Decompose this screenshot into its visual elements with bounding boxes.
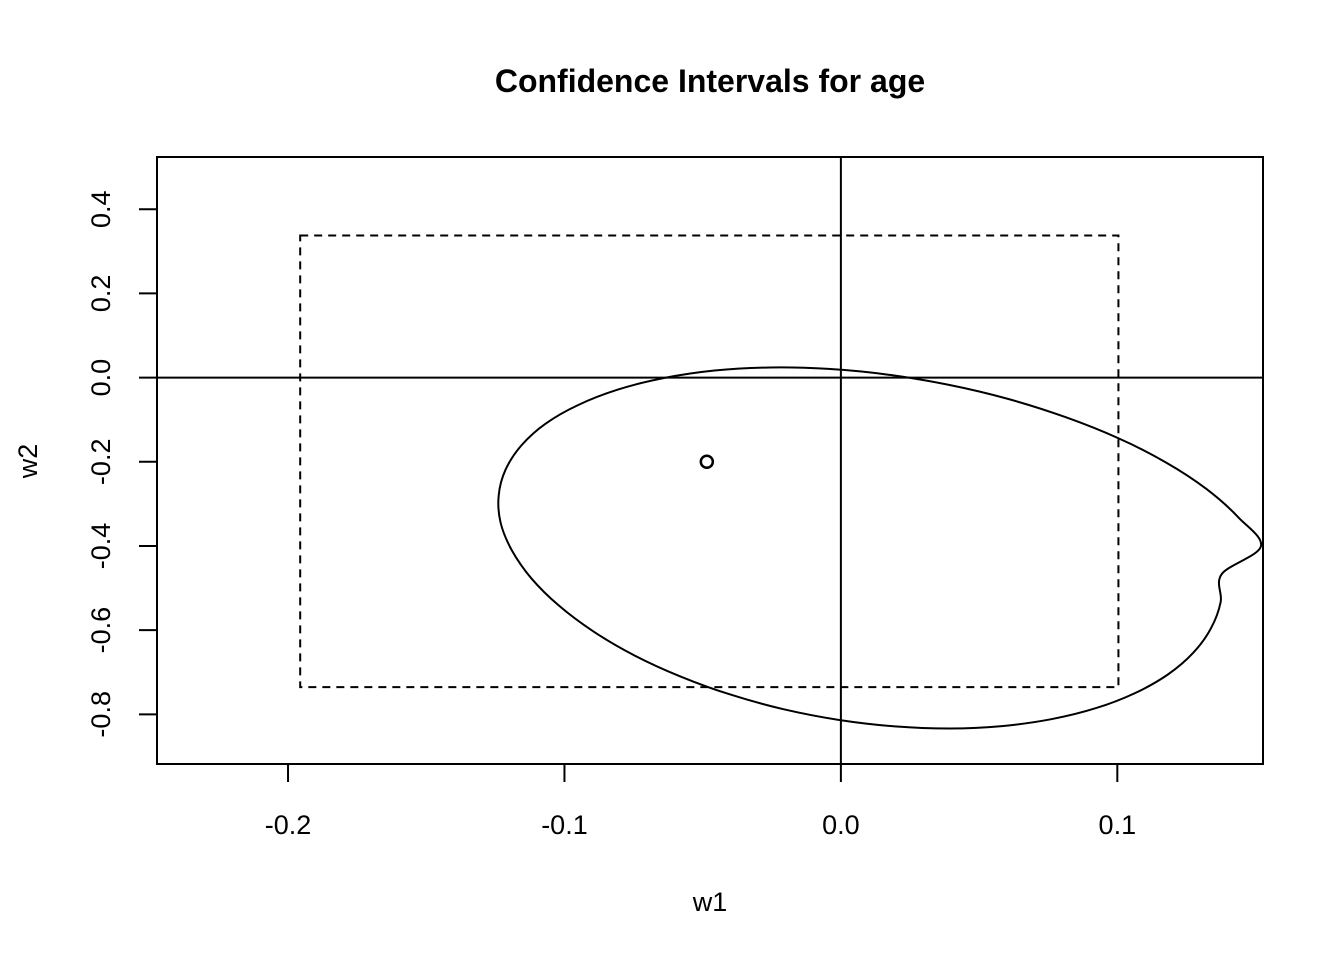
y-axis-label: w2 [13,444,43,480]
plot-frame [156,156,1264,765]
x-axis-label: w1 [692,887,728,917]
x-tick-label: 0.0 [822,810,860,840]
x-tick-label: 0.1 [1099,810,1137,840]
x-tick-label: -0.2 [265,810,312,840]
y-tick-label: -0.4 [86,523,116,570]
point-estimate [699,454,715,470]
y-tick-label: 0.0 [86,359,116,397]
confidence-box [299,234,1120,689]
x-axis: -0.2 -0.1 0.0 0.1 [265,763,1137,840]
y-tick-label: -0.6 [86,607,116,654]
y-axis: -0.8 -0.6 -0.4 -0.2 0.0 0.2 0.4 [86,190,158,738]
confidence-ellipse [497,366,1263,730]
y-tick-label: -0.8 [86,691,116,738]
plot-area [157,157,1263,764]
x-tick-label: -0.1 [541,810,588,840]
chart-title: Confidence Intervals for age [495,63,925,99]
y-tick-label: 0.4 [86,190,116,228]
y-tick-label: 0.2 [86,275,116,313]
y-tick-label: -0.2 [86,439,116,486]
